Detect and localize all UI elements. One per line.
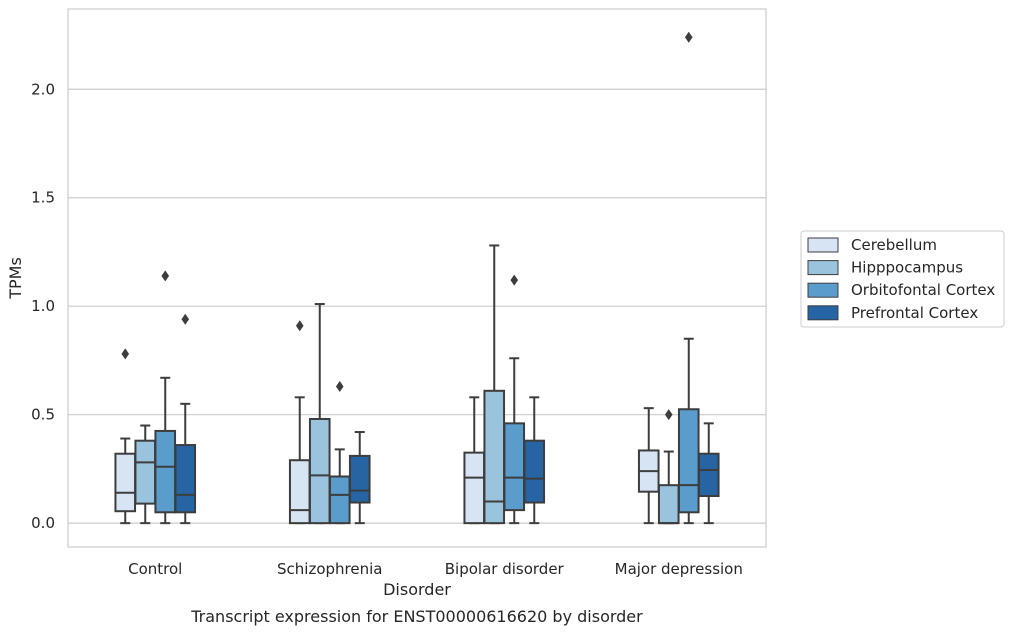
plot-frame bbox=[67, 8, 767, 548]
box-body bbox=[134, 439, 157, 505]
legend-label: Prefrontal Cortex bbox=[851, 304, 978, 322]
box-body bbox=[523, 439, 546, 504]
box bbox=[308, 303, 331, 525]
box-body bbox=[483, 389, 506, 525]
outlier-point bbox=[664, 409, 673, 421]
box bbox=[637, 407, 660, 525]
y-tick-label: 0.0 bbox=[31, 514, 55, 532]
box bbox=[134, 424, 157, 525]
box bbox=[288, 320, 311, 525]
legend-label: Orbitofontal Cortex bbox=[851, 281, 995, 299]
x-tick-label: Control bbox=[128, 560, 182, 578]
x-tick-label: Bipolar disorder bbox=[445, 560, 565, 578]
y-tick-label: 0.5 bbox=[31, 406, 55, 424]
box-body bbox=[288, 459, 311, 525]
box bbox=[463, 396, 486, 525]
chart-caption: Transcript expression for ENST0000061662… bbox=[190, 607, 643, 626]
legend: Cerebellum Hipppocampus Orbitofontal Corte… bbox=[800, 230, 1005, 328]
box bbox=[483, 244, 506, 525]
y-tick-label: 1.0 bbox=[31, 297, 55, 315]
legend-frame bbox=[800, 230, 1005, 328]
box-body bbox=[348, 454, 371, 504]
legend-label: Hipppocampus bbox=[851, 259, 963, 277]
box-body bbox=[154, 429, 177, 514]
box-body bbox=[503, 422, 526, 512]
legend-swatch bbox=[807, 260, 839, 276]
y-axis-label: TPMs bbox=[6, 257, 25, 300]
box-body bbox=[174, 444, 197, 514]
box bbox=[523, 396, 546, 525]
outlier-point bbox=[161, 270, 170, 282]
box-body bbox=[328, 475, 351, 525]
box-body bbox=[657, 484, 680, 525]
x-tick-label: Major depression bbox=[615, 560, 743, 578]
box-body bbox=[677, 408, 700, 514]
legend-label: Cerebellum bbox=[851, 236, 937, 254]
box bbox=[503, 274, 526, 525]
y-tick-label: 2.0 bbox=[31, 80, 55, 98]
box bbox=[328, 380, 351, 525]
box-body bbox=[697, 452, 720, 498]
box bbox=[114, 348, 137, 525]
box bbox=[174, 313, 197, 525]
outlier-point bbox=[295, 320, 304, 332]
outlier-point bbox=[684, 31, 693, 43]
y-tick-labels: 0.0 0.5 1.0 1.5 2.0 bbox=[31, 80, 55, 532]
legend-swatch bbox=[807, 237, 839, 253]
outlier-point bbox=[121, 348, 130, 360]
box bbox=[348, 431, 371, 525]
box-body bbox=[114, 452, 137, 513]
box-series bbox=[114, 31, 720, 525]
legend-items: Cerebellum Hipppocampus Orbitofontal Corte… bbox=[807, 236, 995, 322]
outlier-point bbox=[181, 313, 190, 325]
x-tick-label: Schizophrenia bbox=[277, 560, 382, 578]
legend-swatch bbox=[807, 305, 839, 321]
outlier-point bbox=[335, 380, 344, 392]
x-tick-labels: Control Schizophrenia Bipolar disorder Majo… bbox=[128, 560, 743, 578]
y-tick-label: 1.5 bbox=[31, 189, 55, 207]
box bbox=[697, 422, 720, 525]
legend-swatch bbox=[807, 282, 839, 298]
box-body bbox=[308, 418, 331, 525]
box bbox=[677, 31, 700, 525]
box bbox=[154, 270, 177, 525]
box-body bbox=[463, 451, 486, 525]
x-axis-label: Disorder bbox=[383, 580, 451, 599]
box bbox=[657, 409, 680, 525]
outlier-point bbox=[510, 274, 519, 286]
